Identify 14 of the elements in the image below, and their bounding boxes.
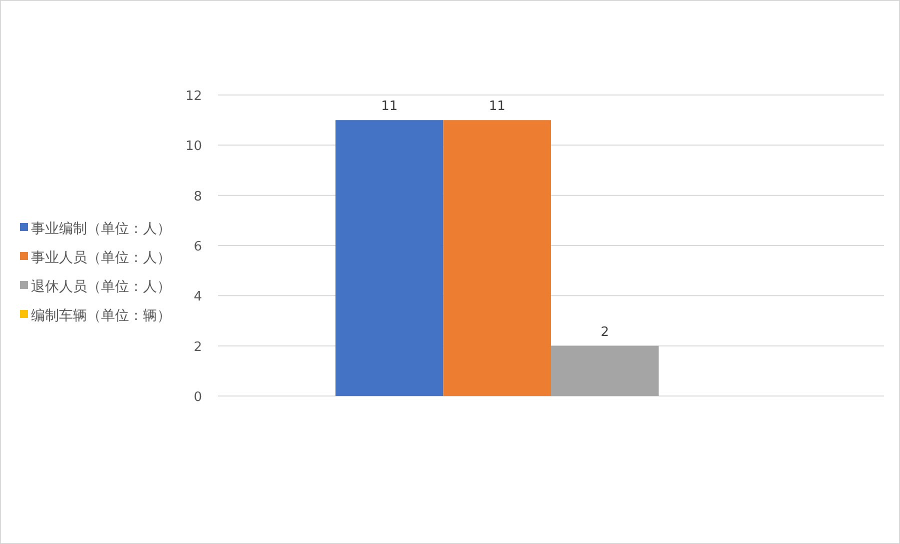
data-label: 11	[381, 99, 398, 114]
legend-label: 编制车辆（单位：辆）	[31, 308, 171, 324]
legend-label: 退休人员（单位：人）	[31, 279, 171, 295]
legend-label: 事业人员（单位：人）	[31, 250, 171, 266]
y-tick-label: 2	[194, 340, 202, 355]
y-tick-label: 8	[194, 189, 202, 204]
legend-label: 事业编制（单位：人）	[31, 221, 171, 237]
y-tick-label: 12	[185, 89, 202, 104]
y-tick-label: 6	[194, 240, 202, 254]
y-tick-label: 10	[185, 139, 202, 154]
y-tick-label: 4	[194, 290, 202, 305]
data-label: 11	[488, 99, 506, 114]
y-tick-label: 0	[194, 390, 202, 405]
data-label: 2	[600, 324, 610, 340]
